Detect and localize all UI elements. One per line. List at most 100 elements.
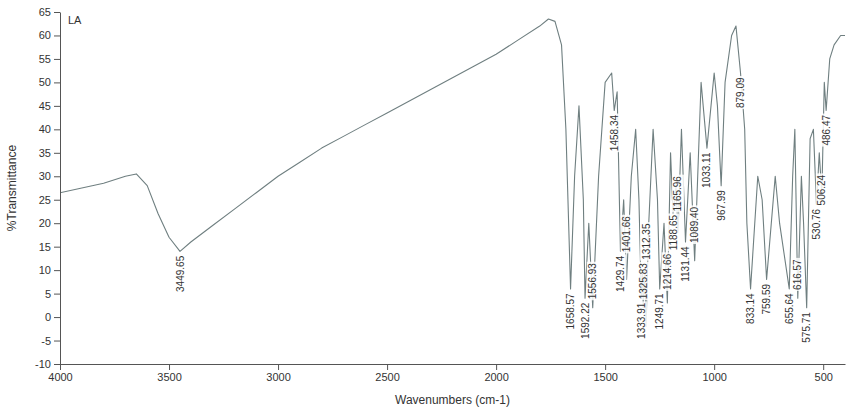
chart-title: LA (68, 14, 82, 26)
y-tick-mark (54, 59, 60, 60)
x-tick-mark (387, 364, 388, 370)
y-tick-label: 10 (39, 264, 51, 276)
peak-label-group: 1658.57 (565, 292, 577, 331)
peak-label-group: 1401.66 (621, 215, 633, 254)
peak-label: 1312.35 (641, 223, 652, 260)
x-tick: 2000 (484, 364, 508, 383)
peak-label: 1333.91 (636, 302, 647, 339)
peak-label-group: 1214.66 (661, 252, 673, 291)
y-tick: -5 (41, 335, 60, 347)
peak-label: 506.24 (816, 174, 827, 205)
x-tick-mark (60, 364, 61, 370)
peak-label-background (820, 114, 832, 147)
y-tick: 40 (39, 123, 60, 135)
peak-label-background (745, 292, 757, 325)
x-tick-label: 3500 (157, 371, 181, 383)
y-tick-label: 5 (45, 288, 51, 300)
y-tick: 15 (39, 241, 60, 253)
peak-label: 3449.65 (175, 255, 186, 292)
peak-label: 1325.83 (638, 263, 649, 300)
background (0, 0, 863, 412)
peak-label-background (587, 262, 599, 301)
y-tick-label: 15 (39, 241, 51, 253)
peak-label-group: 1312.35 (640, 222, 652, 261)
peak-label-background (637, 262, 649, 301)
peak-label: 1214.66 (662, 253, 673, 290)
peak-label: 486.47 (821, 115, 832, 146)
peak-label-group: 833.14 (745, 292, 757, 325)
x-tick-label: 3000 (266, 371, 290, 383)
peak-label-background (689, 205, 701, 244)
peak-label-group: 486.47 (820, 114, 832, 147)
peak-label: 1658.57 (565, 293, 576, 330)
peak-label-group: 759.59 (761, 283, 773, 316)
peak-label: 1165.96 (672, 176, 683, 212)
y-tick-mark (54, 176, 60, 177)
y-axis: -10-505101520253035404550556065 (35, 6, 60, 370)
y-tick-mark (54, 106, 60, 107)
spectrum-line (60, 19, 845, 326)
x-tick-mark (605, 364, 606, 370)
peak-label-group: 1165.96 (672, 175, 684, 213)
peak-label: 1033.11 (701, 152, 712, 188)
peak-label-group: 1131.44 (680, 245, 692, 283)
x-tick: 1000 (702, 364, 726, 383)
y-tick: 55 (39, 53, 60, 65)
y-tick-mark (54, 294, 60, 295)
x-tick: 3000 (266, 364, 290, 383)
x-tick-label: 2000 (484, 371, 508, 383)
y-tick-mark (54, 35, 60, 36)
peak-label-group: 1429.74 (614, 254, 626, 293)
peak-label-background (614, 254, 626, 293)
peak-label: 1089.40 (689, 206, 700, 243)
x-tick-label: 500 (815, 371, 833, 383)
chart-svg: 4000350030002500200015001000500-10-50510… (0, 0, 863, 412)
peak-label-background (816, 173, 828, 206)
chart-container: 4000350030002500200015001000500-10-50510… (0, 0, 863, 412)
peak-label-background (608, 114, 620, 153)
peak-label-background (701, 151, 713, 189)
peak-label-background (661, 252, 673, 291)
x-tick-label: 1000 (702, 371, 726, 383)
x-tick: 500 (815, 364, 833, 383)
peak-label: 967.99 (716, 190, 727, 221)
peak-label-group: 616.57 (792, 258, 804, 291)
y-axis-line (60, 13, 61, 365)
peak-label: 1249.71 (654, 293, 665, 330)
peak-label-group: 530.76 (810, 207, 822, 240)
x-tick-label: 2500 (375, 371, 399, 383)
peak-label: 879.09 (735, 77, 746, 108)
peak-label-background (654, 292, 666, 331)
y-axis-title: %Transmittance (5, 145, 19, 232)
y-tick-mark (54, 223, 60, 224)
peak-label-background (579, 301, 591, 340)
y-tick-mark (54, 247, 60, 248)
peak-label-background (672, 175, 684, 213)
y-tick-label: 30 (39, 170, 51, 182)
peak-label-background (621, 215, 633, 254)
peak-label-background (680, 245, 692, 283)
y-tick-label: -10 (35, 358, 51, 370)
peak-label: 1592.22 (580, 302, 591, 339)
plot-area (60, 19, 845, 326)
peak-label: 1429.74 (615, 255, 626, 292)
y-tick: 45 (39, 100, 60, 112)
peak-label-background (801, 311, 813, 344)
y-tick: -10 (35, 358, 60, 370)
peak-label-background (792, 258, 804, 291)
peak-label-background (635, 301, 647, 340)
y-tick-mark (54, 317, 60, 318)
peak-label-group: 1333.91 (635, 301, 647, 340)
x-axis-title: Wavenumbers (cm-1) (395, 393, 510, 407)
peak-label-group: 879.09 (735, 76, 747, 109)
peak-label-group: 575.71 (801, 311, 813, 344)
x-tick: 1500 (593, 364, 617, 383)
peak-label-group: 1249.71 (654, 292, 666, 331)
y-tick-label: 60 (39, 29, 51, 41)
x-tick: 2500 (375, 364, 399, 383)
peak-label: 1556.93 (587, 263, 598, 300)
x-tick: 4000 (48, 364, 72, 383)
y-tick-mark (54, 153, 60, 154)
y-tick: 35 (39, 147, 60, 159)
peak-label-group: 1033.11 (701, 151, 713, 189)
